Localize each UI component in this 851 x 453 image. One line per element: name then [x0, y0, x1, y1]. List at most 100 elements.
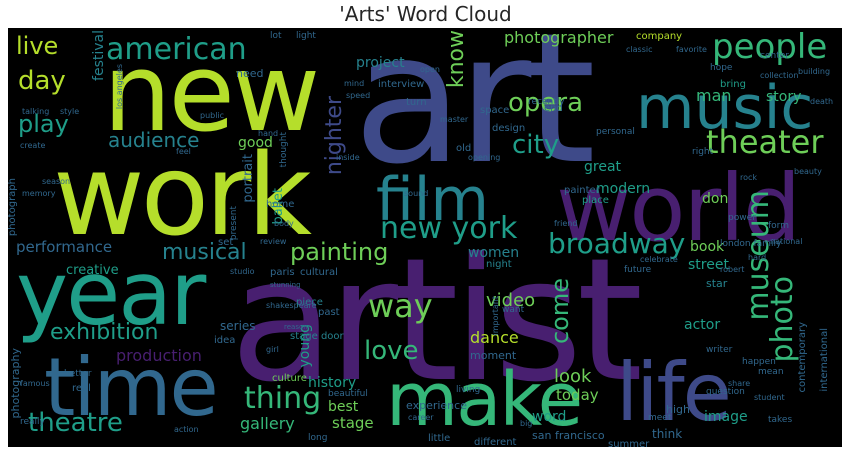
word-people: people [712, 28, 828, 67]
word-season: season [42, 177, 71, 186]
word-life: life [616, 346, 732, 439]
word-history: history [308, 375, 357, 391]
word-really: really [20, 417, 45, 427]
word-way: way [368, 287, 433, 325]
word-summer: summer [608, 439, 650, 448]
word-think: think [652, 427, 683, 441]
word-bring: bring [720, 79, 746, 90]
word-painter: painter [564, 185, 600, 196]
word-best: best [328, 399, 359, 415]
word-come: come [546, 278, 574, 345]
word-hand: hand [258, 129, 279, 138]
word-beauty: beauty [794, 167, 822, 176]
word-today: today [556, 386, 599, 404]
word-word: word [532, 409, 567, 425]
word-theatre: theatre [28, 408, 123, 438]
word-reason: reason [284, 323, 308, 331]
word-interview: interview [378, 79, 425, 90]
word-share: share [728, 379, 751, 388]
word-present: present [229, 206, 239, 241]
word-music: music [636, 73, 814, 143]
word-personal: personal [596, 127, 635, 137]
word-night: night [486, 259, 512, 270]
word-hope: hope [710, 63, 733, 73]
word-image: image [704, 409, 748, 425]
word-audience: audience [108, 128, 200, 152]
word-long: long [308, 433, 328, 443]
word-time: time [44, 341, 219, 434]
word-art: art [353, 28, 596, 204]
word-stage-door: stage door [290, 331, 344, 342]
word-broadway: broadway [548, 227, 686, 260]
word-book: book [690, 239, 725, 255]
word-turn: turn [406, 97, 427, 108]
word-series: series [220, 319, 256, 333]
word-takes: takes [768, 415, 793, 425]
word-different: different [474, 437, 517, 448]
word-world: world [556, 155, 801, 262]
word-project: project [356, 55, 405, 71]
word-action: action [174, 425, 199, 434]
word-year: year [16, 242, 206, 345]
word-moment: moment [470, 349, 517, 362]
word-stage: stage [332, 414, 374, 432]
word-center: center [760, 51, 789, 61]
word-love: love [364, 336, 419, 366]
word-big: big [520, 419, 533, 428]
word-girl: girl [266, 345, 279, 354]
word-photo: photo [765, 276, 800, 363]
word-public: public [200, 111, 225, 120]
word-work: work [53, 131, 312, 261]
word-friend: friend [554, 219, 578, 228]
word-career: career [408, 413, 434, 422]
word-nighter: nighter [322, 96, 347, 176]
word-play: play [18, 110, 69, 138]
word-portrait: portrait [241, 154, 256, 203]
word-street: street [688, 257, 729, 273]
word-mind: mind [344, 79, 365, 88]
word-future: future [624, 265, 652, 275]
word-opening: opening [468, 153, 501, 162]
word-rock: rock [740, 173, 758, 182]
word-artist: artist [230, 222, 643, 420]
word-master: master [440, 115, 469, 124]
word-festival: festival [91, 30, 107, 81]
word-set: set [218, 237, 234, 248]
word-don: don [702, 191, 729, 207]
word-memory: memory [22, 189, 56, 198]
word-want: want [502, 305, 525, 315]
word-london-family: london family [720, 239, 782, 249]
word-paris: paris [270, 267, 295, 278]
word-experience: experience [406, 399, 467, 412]
word-real: real [72, 383, 91, 394]
word-national: national [770, 237, 803, 246]
word-happen: happen [742, 357, 776, 367]
word-power: power [728, 213, 756, 223]
word-dance: dance [470, 328, 519, 347]
word-hard: hard [748, 253, 767, 262]
word-thing: thing [244, 381, 322, 416]
word-modern: modern [596, 181, 651, 197]
word-great: great [584, 159, 622, 175]
word-painting: painting [290, 238, 389, 266]
word-classic: classic [626, 45, 653, 54]
word-stunning: stunning [270, 281, 301, 289]
word-favorite: favorite [676, 45, 707, 54]
word-famous: famous [20, 379, 50, 388]
word-exhibition: exhibition [50, 320, 159, 345]
word-end: end [544, 103, 563, 114]
word-right: right [692, 147, 714, 157]
word-performance: performance [16, 238, 113, 256]
word-better: better [64, 369, 92, 379]
word-mean: mean [758, 367, 784, 377]
word-speed: speed [346, 91, 371, 100]
word-new: new [103, 31, 320, 156]
word-space: space [480, 105, 510, 116]
word-star: star [706, 277, 728, 290]
word-death: death [810, 97, 834, 106]
word-live: live [16, 32, 59, 60]
word-culture: culture [272, 373, 307, 384]
word-feel: feel [176, 147, 191, 156]
word-inside: inside [336, 153, 360, 162]
word-women: women [468, 245, 520, 261]
